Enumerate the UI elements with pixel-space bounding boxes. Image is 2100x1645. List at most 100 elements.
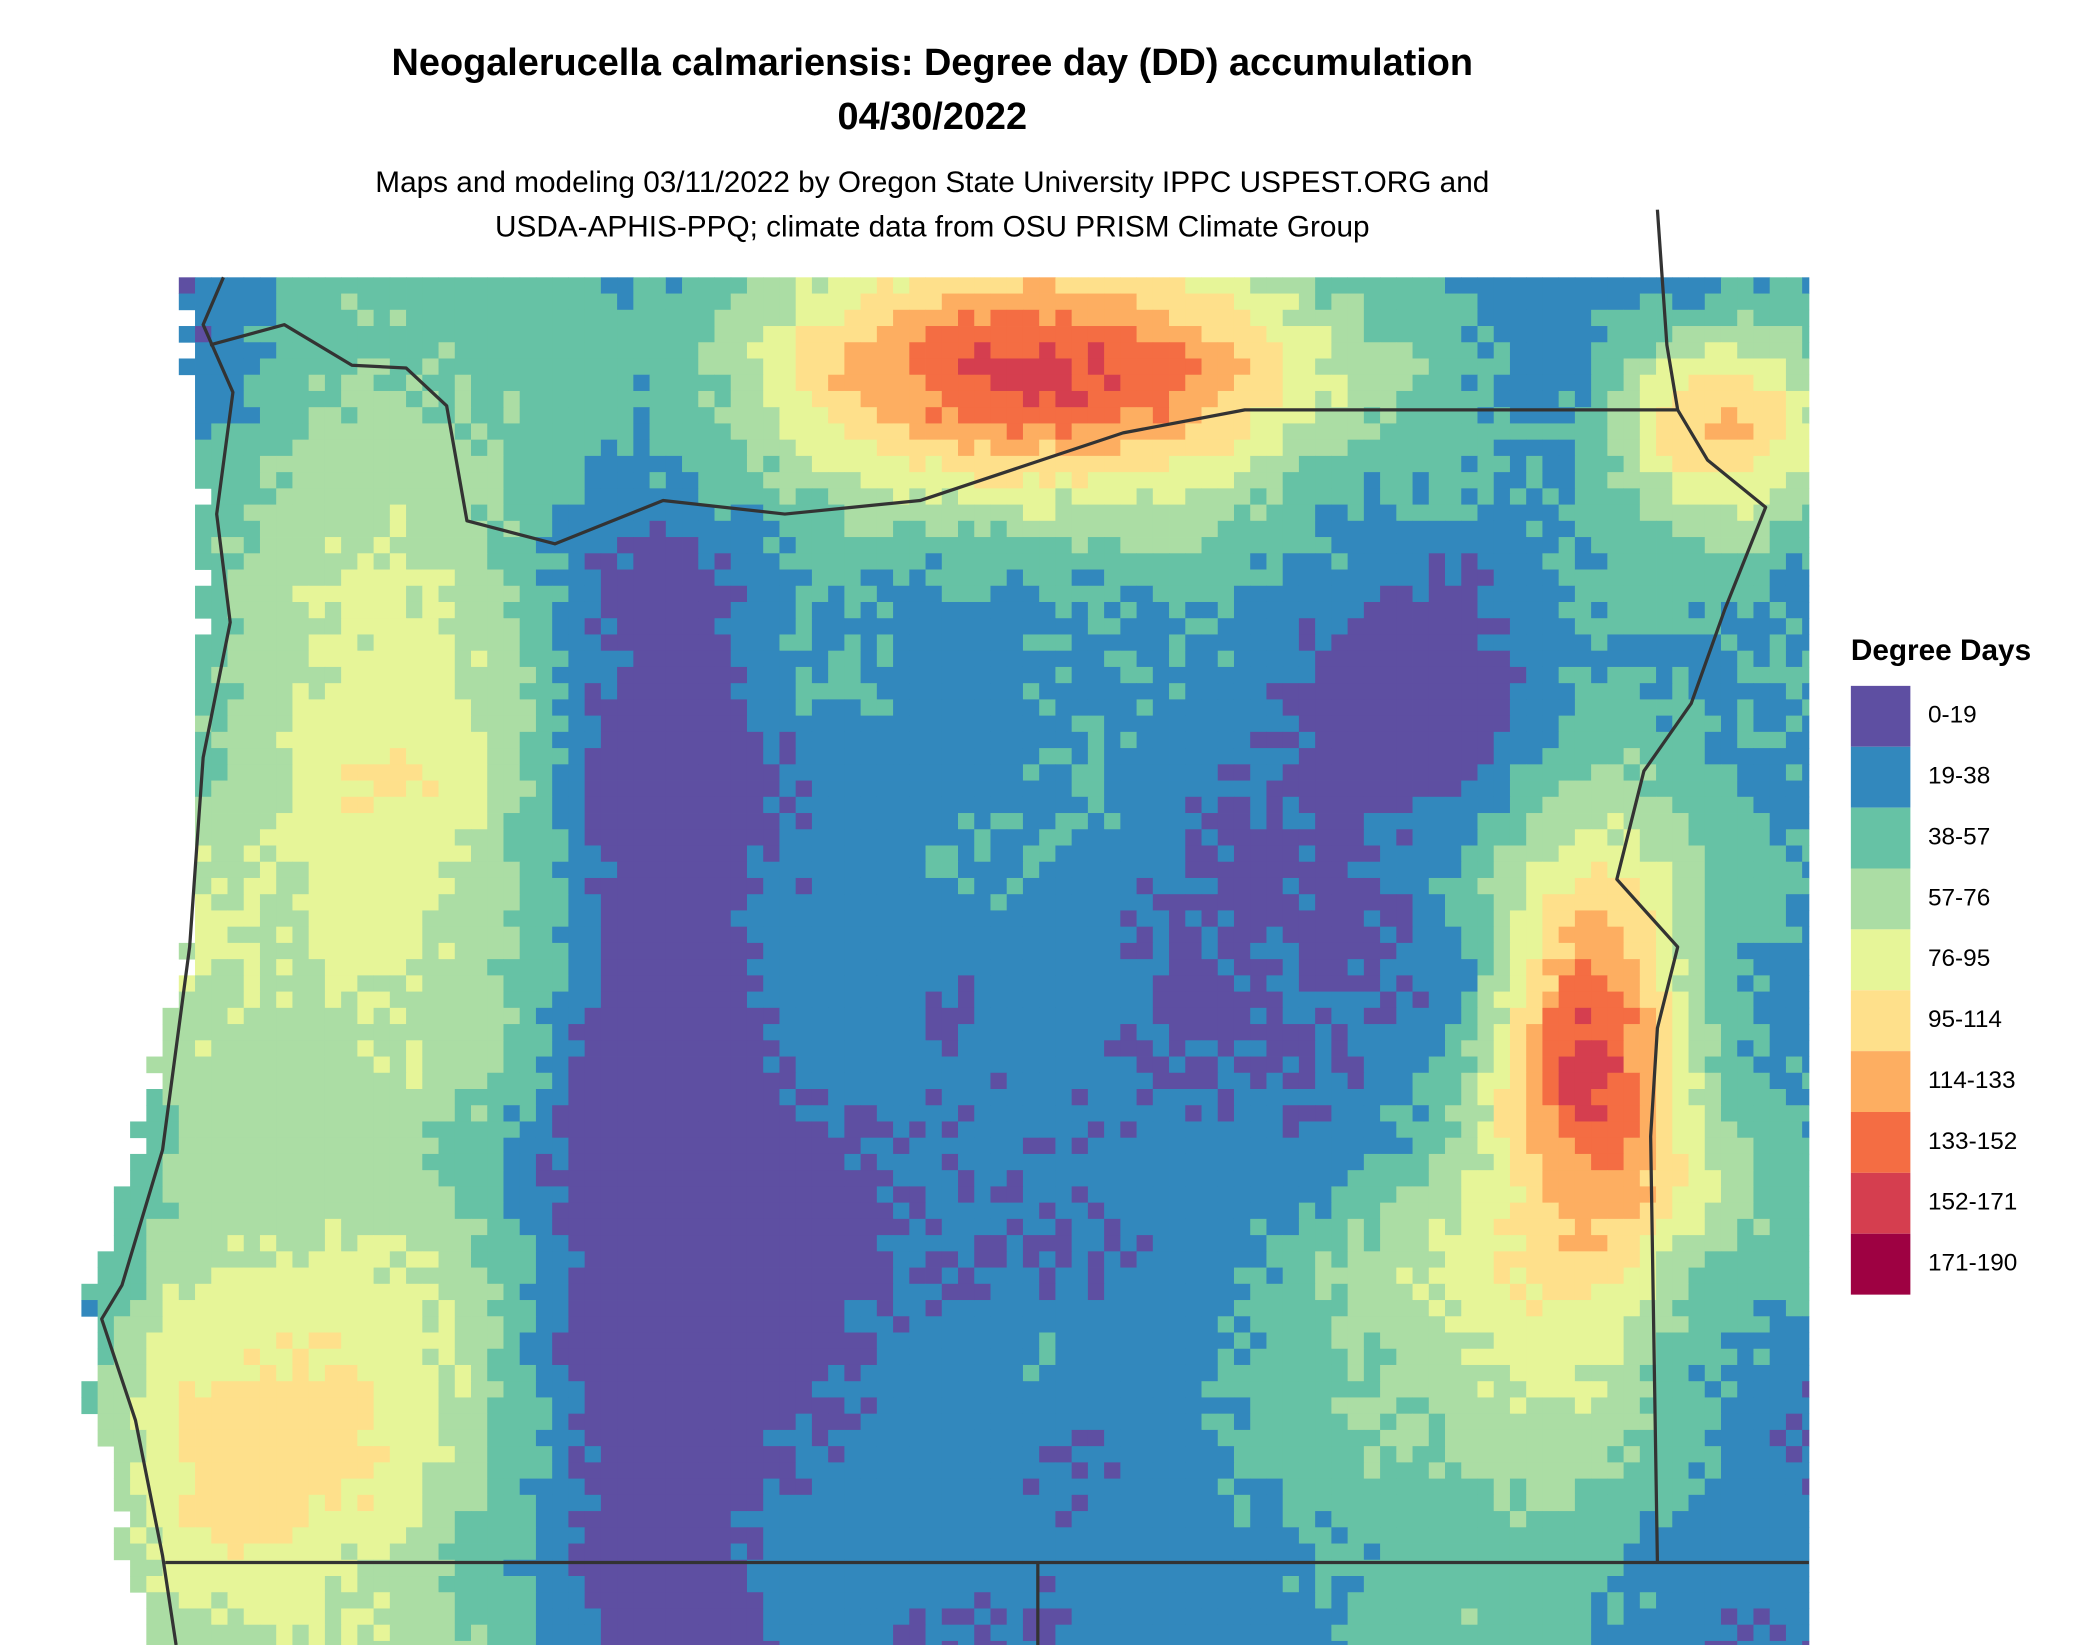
map-cell	[844, 472, 862, 489]
map-cell	[925, 1024, 943, 1041]
map-cell	[811, 439, 829, 457]
map-cell	[633, 975, 650, 993]
map-cell	[1558, 764, 1576, 781]
map-cell	[1185, 877, 1202, 895]
map-cell	[276, 407, 293, 424]
map-cell	[341, 618, 358, 635]
map-cell	[438, 764, 456, 781]
map-cell	[811, 991, 829, 1009]
map-cell	[682, 293, 699, 311]
map-cell	[811, 683, 829, 700]
map-cell	[1493, 504, 1511, 522]
map-cell	[1477, 520, 1495, 538]
map-cell	[519, 326, 537, 343]
map-cell	[357, 796, 375, 814]
map-cell	[1104, 991, 1121, 1009]
map-cell	[828, 748, 845, 765]
map-cell	[1217, 731, 1235, 749]
map-cell	[1087, 1056, 1105, 1074]
map-cell	[730, 683, 748, 700]
map-cell	[1785, 472, 1803, 489]
map-cell	[568, 407, 586, 424]
map-cell	[438, 666, 456, 684]
map-cell	[487, 926, 504, 944]
map-cell	[1720, 861, 1738, 879]
map-cell	[974, 520, 991, 538]
map-cell	[909, 683, 926, 700]
map-cell	[568, 537, 586, 554]
map-cell	[1185, 504, 1202, 522]
map-cell	[1396, 488, 1413, 505]
map-cell	[1104, 1072, 1121, 1090]
map-cell	[779, 390, 797, 408]
map-cell	[1363, 309, 1381, 327]
map-cell	[243, 1024, 261, 1041]
map-cell	[276, 537, 293, 554]
map-cell	[503, 585, 521, 603]
map-cell	[1298, 910, 1316, 928]
map-cell	[1169, 569, 1186, 587]
map-cell	[860, 780, 878, 798]
map-cell	[1233, 1056, 1251, 1074]
map-cell	[1282, 504, 1300, 522]
map-cell	[1445, 358, 1462, 376]
map-cell	[682, 666, 699, 684]
map-cell	[1185, 455, 1202, 473]
map-cell	[649, 650, 667, 668]
map-cell	[795, 488, 813, 505]
map-cell	[828, 390, 845, 408]
map-cell	[227, 488, 245, 505]
map-cell	[633, 764, 650, 781]
map-cell	[990, 309, 1008, 327]
map-cell	[471, 683, 488, 700]
map-cell	[1591, 959, 1608, 976]
map-cell	[811, 845, 829, 863]
map-cell	[974, 1007, 991, 1025]
map-cell	[438, 975, 456, 993]
map-cell	[1217, 910, 1235, 928]
map-cell	[568, 894, 586, 911]
map-cell	[1315, 959, 1332, 976]
map-cell	[828, 942, 845, 960]
map-cell	[1055, 342, 1073, 359]
map-cell	[1461, 1072, 1478, 1090]
map-cell	[1737, 520, 1754, 538]
map-cell	[811, 699, 829, 717]
map-cell	[1591, 488, 1608, 505]
map-cell	[974, 731, 991, 749]
map-cell	[1704, 991, 1722, 1009]
map-cell	[1542, 991, 1560, 1009]
map-cell	[373, 910, 391, 928]
map-cell	[276, 374, 293, 392]
map-cell	[1250, 374, 1267, 392]
map-cell	[1509, 959, 1527, 976]
map-cell	[1331, 585, 1349, 603]
map-cell	[909, 504, 926, 522]
map-cell	[698, 699, 715, 717]
map-cell	[974, 666, 991, 684]
map-cell	[665, 877, 683, 895]
map-cell	[422, 488, 439, 505]
map-cell	[1704, 1040, 1722, 1057]
map-cell	[259, 439, 277, 457]
map-cell	[990, 1024, 1008, 1041]
map-cell	[1120, 780, 1137, 798]
map-cell	[195, 796, 212, 814]
map-cell	[1802, 813, 1810, 830]
map-cell	[324, 731, 342, 749]
map-cell	[1380, 1024, 1397, 1041]
map-cell	[243, 537, 261, 554]
map-cell	[1607, 926, 1624, 944]
map-cell	[535, 683, 553, 700]
map-cell	[1785, 894, 1803, 911]
map-cell	[1233, 537, 1251, 554]
map-cell	[1233, 342, 1251, 359]
map-cell	[243, 796, 261, 814]
map-cell	[1136, 1024, 1154, 1041]
map-cell	[259, 861, 277, 879]
map-cell	[1315, 1040, 1332, 1057]
map-cell	[1039, 520, 1056, 538]
map-cell	[1266, 1072, 1284, 1090]
map-cell	[1006, 618, 1024, 635]
map-cell	[860, 845, 878, 863]
